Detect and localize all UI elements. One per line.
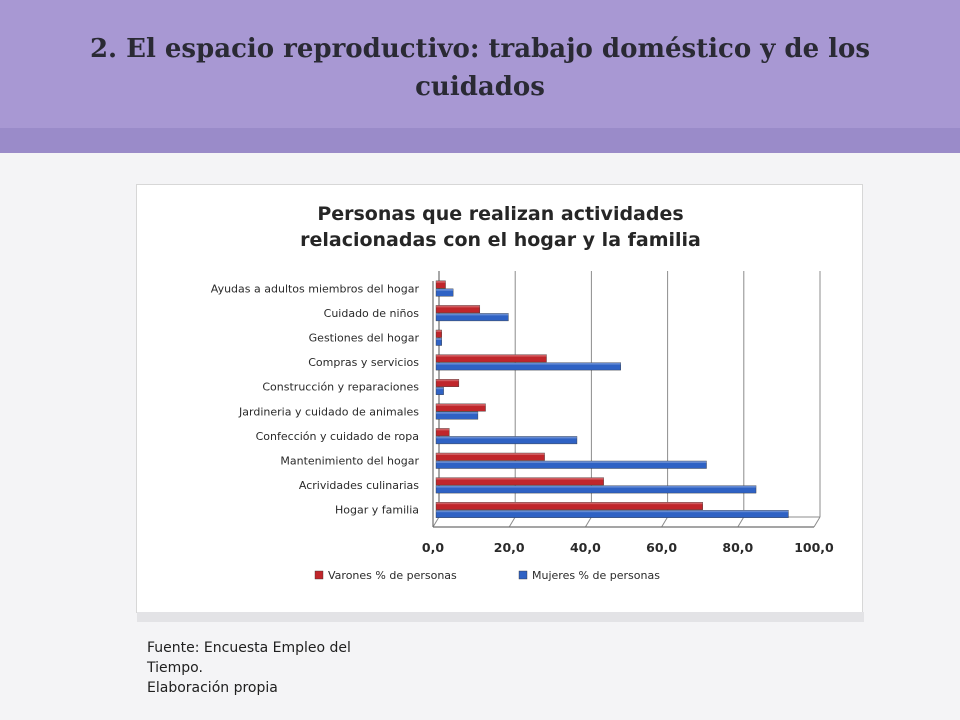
source-line-2: Tiempo. [147, 660, 203, 676]
bar-highlight [436, 313, 509, 316]
bar [435, 313, 509, 322]
x-tick-label: 100,0 [794, 540, 834, 555]
bar-highlight [436, 453, 545, 455]
slide-title-line-1: 2. El espacio reproductivo: trabajo domé… [89, 34, 871, 64]
bar-highlight [436, 461, 707, 463]
bar-highlight [436, 387, 444, 390]
bar [435, 411, 479, 420]
bar-highlight [436, 330, 442, 332]
bar [435, 386, 444, 395]
bar [435, 485, 757, 494]
floor-gridline [737, 516, 745, 528]
bar-highlight [436, 354, 547, 357]
category-label: Ayudas a adultos miembros del hogar [211, 282, 420, 295]
category-label: Acrividades culinarias [299, 479, 419, 492]
bar [435, 452, 545, 461]
bar-highlight [436, 510, 789, 513]
category-label: Construcción y reparaciones [262, 381, 419, 394]
bar-highlight [436, 403, 486, 406]
chart-title-line-1: Personas que realizan actividades [317, 203, 684, 225]
x-tick-label: 80,0 [722, 540, 753, 555]
bar [435, 280, 446, 289]
floor-gridline [432, 516, 440, 528]
bar-highlight [436, 305, 480, 308]
floor-gridline [661, 516, 669, 528]
chart-title-line-2: relacionadas con el hogar y la familia [300, 229, 701, 251]
slide-title: 2. El espacio reproductivo: trabajo domé… [60, 30, 900, 106]
floor-gridline [813, 516, 821, 528]
source-line-3: Elaboración propia [147, 680, 278, 696]
bar-highlight [436, 280, 446, 283]
chart-panel-shadow [137, 612, 864, 622]
bar-highlight [436, 485, 757, 488]
slide-title-line-2: cuidados [415, 72, 545, 102]
x-tick-label: 60,0 [646, 540, 677, 555]
category-label: Jardineria y cuidado de animales [238, 405, 419, 418]
bar-highlight [436, 379, 459, 382]
x-tick-label: 0,0 [422, 540, 444, 555]
source-line-1: Fuente: Encuesta Empleo del [147, 640, 351, 656]
bar-highlight [436, 411, 478, 414]
bar [435, 329, 442, 338]
legend-label: Varones % de personas [328, 569, 457, 582]
bar-highlight [436, 477, 604, 480]
bar [435, 510, 789, 518]
category-label: Compras y servicios [308, 356, 419, 369]
legend-swatch [518, 570, 528, 580]
category-label: Confección y cuidado de ropa [256, 430, 419, 443]
category-label: Mantenimiento del hogar [280, 455, 419, 468]
source-note: Fuente: Encuesta Empleo del Tiempo. Elab… [147, 638, 397, 698]
banner-shade [0, 128, 960, 152]
bar [435, 502, 703, 510]
bar [435, 428, 450, 437]
chart-panel: Personas que realizan actividades relaci… [136, 184, 864, 622]
x-tick-label: 40,0 [570, 540, 601, 555]
category-label: Hogar y familia [335, 504, 419, 517]
category-label: Cuidado de niños [324, 307, 420, 320]
bar [435, 436, 578, 445]
legend-label: Mujeres % de personas [532, 569, 660, 582]
legend-swatch [314, 570, 324, 580]
bar-highlight [436, 362, 621, 365]
bar [435, 460, 707, 469]
bar-highlight [436, 502, 703, 505]
floor-gridline [508, 516, 516, 528]
title-banner [0, 0, 960, 153]
bar-highlight [436, 338, 442, 340]
bar [435, 378, 460, 387]
bar-highlight [436, 436, 577, 439]
bar [435, 305, 481, 314]
category-label: Gestiones del hogar [309, 332, 420, 345]
x-tick-label: 20,0 [494, 540, 525, 555]
chart-title: Personas que realizan actividades relaci… [137, 201, 864, 253]
bar [435, 403, 486, 412]
bar-highlight [436, 428, 450, 431]
bar [435, 337, 442, 346]
bar [435, 354, 547, 363]
floor-gridline [584, 516, 592, 528]
bar [435, 477, 604, 486]
bar [435, 288, 454, 297]
bar-highlight [436, 288, 454, 291]
bar-chart: Ayudas a adultos miembros del hogar Cuida… [211, 271, 834, 582]
bar [435, 362, 621, 371]
